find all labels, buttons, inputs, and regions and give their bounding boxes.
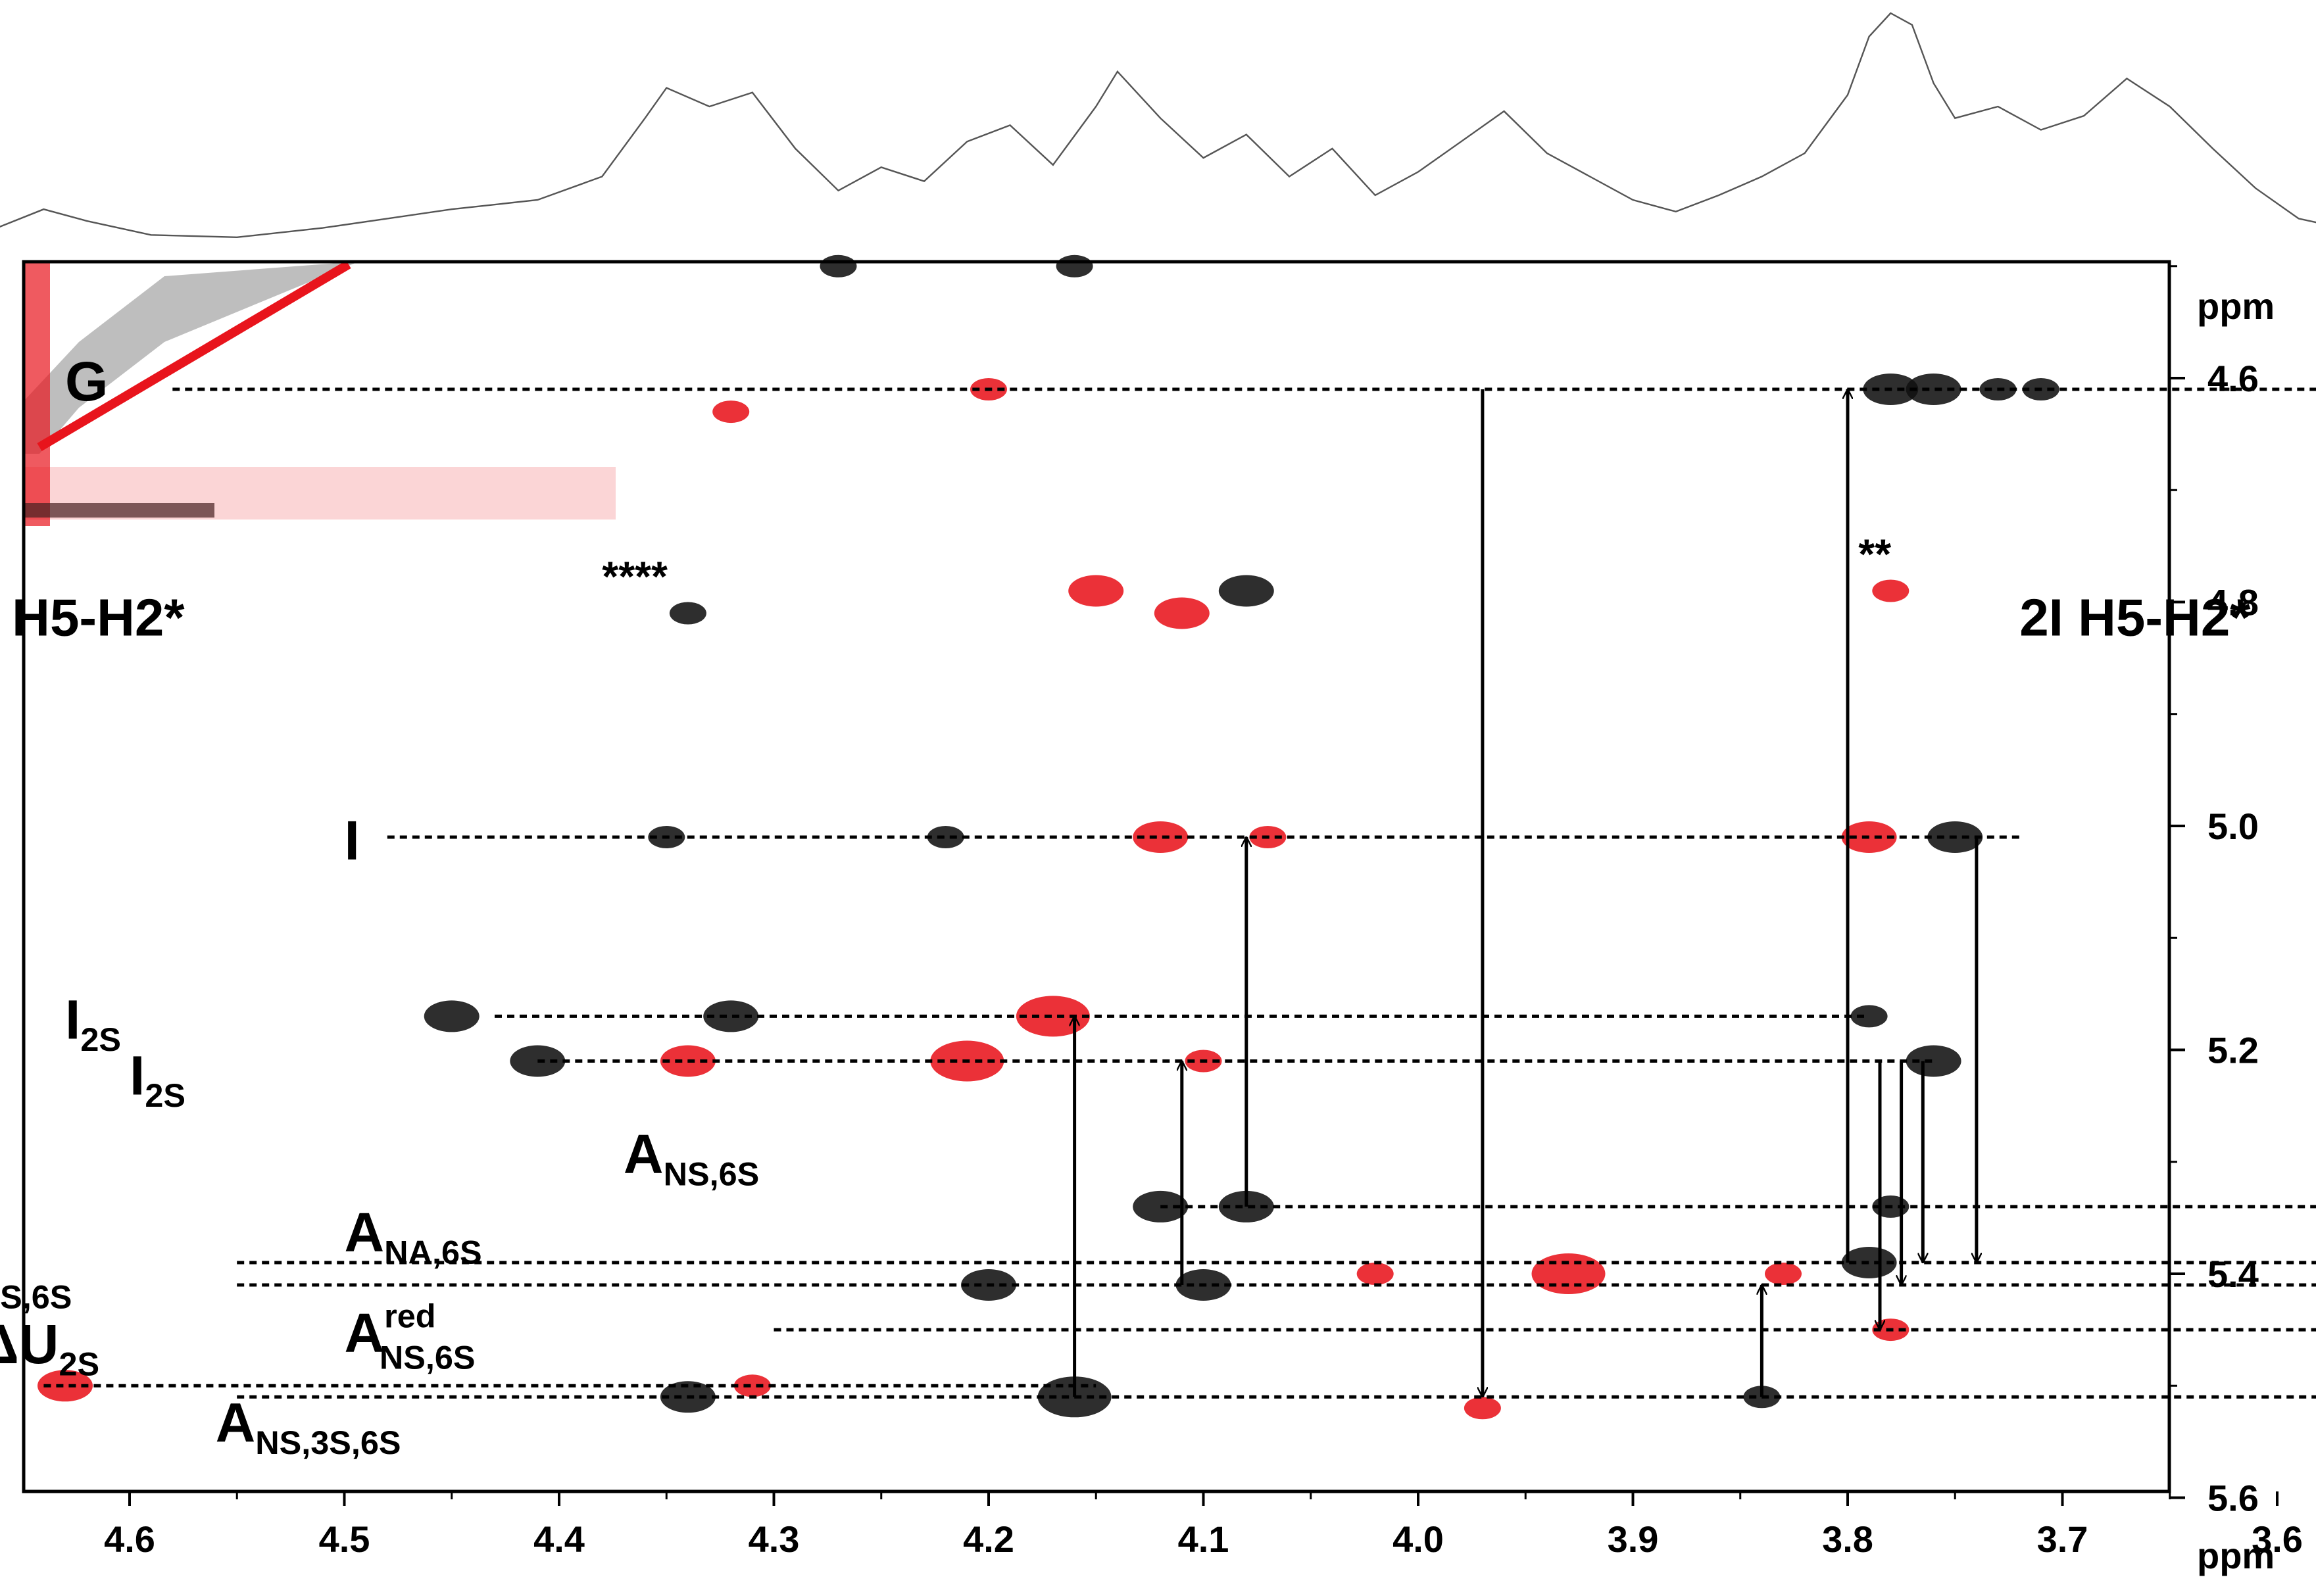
x-tick-label: 4.1 xyxy=(1178,1518,1229,1560)
x-tick-label: 3.7 xyxy=(2037,1518,2088,1560)
diagonal-artifact-region xyxy=(24,260,616,526)
x-tick-label: 3.8 xyxy=(1822,1518,1873,1560)
y-tick-label: 4.6 xyxy=(2207,358,2259,399)
peak-label-ANSred: Ared NS,6S xyxy=(345,1297,476,1376)
cross-peak-1 xyxy=(1056,254,1093,278)
label-subscript: NS,6S xyxy=(380,1338,476,1376)
axis-ticks: 4.64.54.44.34.24.14.03.93.83.73.63.53.43… xyxy=(104,265,2303,1576)
diagonal-contour-band xyxy=(24,262,355,454)
cross-peak-2 xyxy=(712,400,750,423)
cross-peak-5 xyxy=(1906,374,1961,405)
x-tick-label: 3.6 xyxy=(2252,1518,2303,1560)
cross-peak-36 xyxy=(1531,1253,1606,1294)
cross-peak-35 xyxy=(1356,1263,1394,1285)
y-tick-label: 5.6 xyxy=(2207,1478,2259,1519)
x-tick-label: 4.6 xyxy=(104,1518,155,1560)
cross-peak-9 xyxy=(669,602,706,625)
diagonal-red-block xyxy=(24,263,50,526)
cross-peak-15 xyxy=(927,826,964,848)
cross-peak-23 xyxy=(1850,1005,1888,1028)
cross-peak-47 xyxy=(1464,1397,1501,1420)
label-subscript: NA,6S xyxy=(384,1233,481,1270)
label-subscript: 2S xyxy=(59,1345,99,1383)
peak-label-ANS6Sb: ANS,6S xyxy=(0,1246,72,1315)
cross-peak-22 xyxy=(1016,996,1090,1037)
y-tick-label: 5.0 xyxy=(2207,806,2259,847)
label-subscript: NS,6S xyxy=(664,1155,760,1192)
label-subscript: 2S xyxy=(80,1021,121,1058)
peak-label-stars2: ** xyxy=(1858,530,1891,577)
y-tick-label: 5.4 xyxy=(2207,1253,2259,1295)
label-subscript: NS,3S,6S xyxy=(255,1424,401,1461)
peak-label-ANS6Sa: ANS,6S xyxy=(624,1123,759,1192)
peak-label-I2Sb: I2S xyxy=(130,1045,185,1114)
correlation-lines xyxy=(43,387,2316,1399)
x-axis-unit: ppm xyxy=(2197,1535,2275,1576)
diagonal-t1-noise xyxy=(24,503,214,518)
cross-peak-0 xyxy=(820,254,857,278)
x-tick-label: 4.5 xyxy=(319,1518,370,1560)
cross-peak-28 xyxy=(1906,1045,1961,1077)
diagonal-red-haze xyxy=(24,467,616,520)
label-superscript: red xyxy=(384,1297,435,1334)
peak-label-ANS3S6S: ANS,3S,6S xyxy=(216,1391,401,1461)
cross-peak-10 xyxy=(1068,575,1124,607)
y-axis-unit: ppm xyxy=(2197,285,2275,327)
x-tick-label: 4.0 xyxy=(1392,1518,1444,1560)
cross-peak-11 xyxy=(1154,597,1210,629)
peak-label-I: I xyxy=(345,810,360,871)
x-tick-label: 3.9 xyxy=(1608,1518,1659,1560)
cross-peak-12 xyxy=(1218,575,1274,607)
peak-label-G: G xyxy=(65,351,108,412)
cross-peak-20 xyxy=(424,1000,480,1032)
cross-peaks xyxy=(37,254,2059,1420)
peak-label-dU2S: ΔU2S xyxy=(0,1313,99,1382)
y-tick-label: 4.8 xyxy=(2207,582,2259,623)
cross-peak-37 xyxy=(1765,1263,1802,1285)
peak-label-I2Sa: I2S xyxy=(65,989,121,1058)
peak-label-4I2S: 4I2S H5-H2* xyxy=(0,589,185,655)
label-tail: H5-H2* xyxy=(0,589,185,647)
diagonal-red-line xyxy=(37,260,351,452)
x-tick-label: 4.4 xyxy=(533,1518,585,1560)
correlation-arrows xyxy=(1075,389,1977,1397)
cross-peak-16 xyxy=(1133,821,1189,853)
label-subscript: NS,6S xyxy=(0,1278,72,1316)
cross-peak-21 xyxy=(703,1000,759,1032)
y-tick-label: 5.2 xyxy=(2207,1030,2259,1071)
peak-label-ANA6S: ANA,6S xyxy=(345,1201,482,1270)
peak-label-2I: 2I H5-H2* xyxy=(2019,589,2251,647)
cross-peak-13 xyxy=(1872,579,1909,602)
label-subscript: 2S xyxy=(145,1076,185,1114)
cross-peak-43 xyxy=(37,1370,93,1402)
cross-peak-45 xyxy=(733,1374,771,1397)
x-tick-label: 4.3 xyxy=(749,1518,800,1560)
peak-label-stars4: **** xyxy=(602,553,668,600)
1d-projection-spectrum xyxy=(0,12,2316,239)
projection-trace xyxy=(0,12,2316,239)
peak-labels: G4I2S H5-H2*******2I H5-H2*II2SI2SANS,6S… xyxy=(0,351,2251,1461)
cross-peak-38 xyxy=(1841,1247,1897,1278)
x-tick-label: 4.2 xyxy=(963,1518,1014,1560)
